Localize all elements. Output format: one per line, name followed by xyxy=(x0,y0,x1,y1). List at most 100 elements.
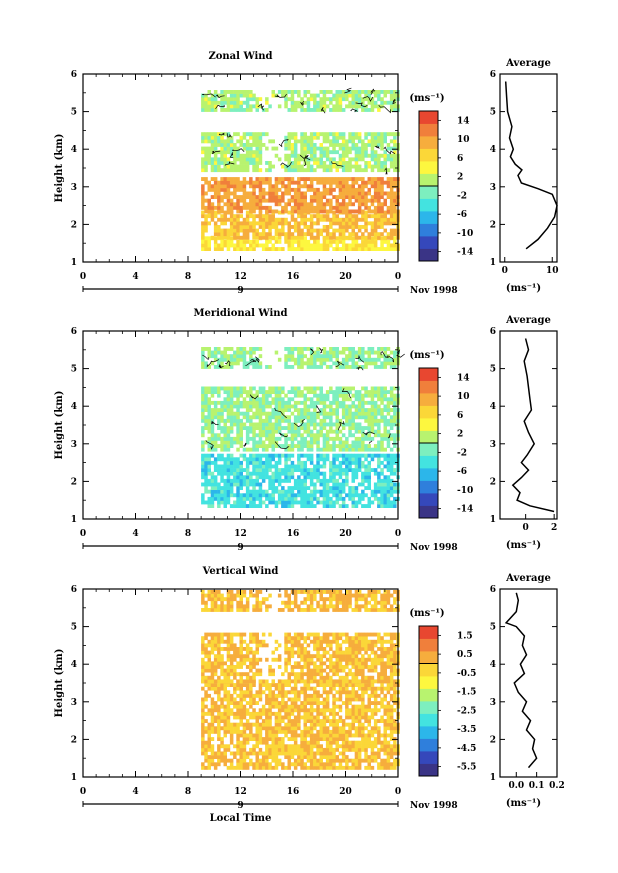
heatmap-cell xyxy=(393,400,397,405)
heatmap-cell xyxy=(252,697,256,702)
contour-line xyxy=(216,94,225,99)
heatmap-cell xyxy=(226,180,231,185)
heatmap-cell xyxy=(300,153,304,158)
heatmap-cell xyxy=(386,747,391,752)
heatmap-cell xyxy=(290,195,295,199)
heatmap-cell xyxy=(268,475,272,480)
heatmap-cell xyxy=(325,232,330,237)
heatmap-cell xyxy=(271,704,275,709)
heatmap-cell xyxy=(319,411,323,416)
y-tick-label: 5 xyxy=(71,365,77,375)
heatmap-cell xyxy=(319,765,323,770)
heatmap-cell xyxy=(287,493,291,498)
heatmap-cell xyxy=(290,386,295,391)
heatmap-cell xyxy=(258,354,263,359)
heatmap-cell xyxy=(345,722,349,727)
heatmap-cell xyxy=(229,225,234,229)
heatmap-cell xyxy=(255,765,259,770)
heatmap-cell xyxy=(322,411,327,416)
heatmap-cell xyxy=(351,104,355,109)
heatmap-cell xyxy=(329,139,333,144)
heatmap-cell xyxy=(213,191,218,196)
heatmap-cell xyxy=(300,354,304,359)
heatmap-cell xyxy=(274,422,279,427)
heatmap-cell xyxy=(274,247,279,251)
heatmap-cell xyxy=(313,157,317,162)
heatmap-cell xyxy=(207,747,211,752)
heatmap-cell xyxy=(220,468,224,472)
heatmap-cell xyxy=(217,722,221,727)
heatmap-cell xyxy=(245,228,250,233)
heatmap-cell xyxy=(373,191,378,196)
heatmap-cell xyxy=(284,747,288,752)
heatmap-cell xyxy=(389,217,394,222)
heatmap-cell xyxy=(258,217,263,222)
heatmap-cell xyxy=(313,350,317,355)
heatmap-cell xyxy=(229,737,234,741)
heatmap-cell xyxy=(367,191,371,196)
heatmap-cell xyxy=(373,468,378,472)
heatmap-cell xyxy=(293,221,298,226)
heatmap-cell xyxy=(329,408,333,412)
heatmap-cell xyxy=(287,347,291,351)
heatmap-cell xyxy=(348,444,352,448)
heatmap-cell xyxy=(274,489,279,494)
heatmap-cell xyxy=(303,453,307,458)
heatmap-cell xyxy=(386,429,391,434)
heatmap-cell xyxy=(236,361,240,366)
heatmap-cell xyxy=(258,184,263,189)
heatmap-cell xyxy=(389,729,394,734)
heatmap-cell xyxy=(265,765,269,770)
contour-line xyxy=(387,433,391,439)
heatmap-cell xyxy=(207,457,211,462)
heatmap-cell xyxy=(290,205,295,210)
heatmap-cell xyxy=(329,232,333,237)
heatmap-cell xyxy=(357,135,362,140)
heatmap-cell xyxy=(293,191,298,196)
heatmap-cell xyxy=(361,475,365,480)
heatmap-cell xyxy=(204,146,208,151)
heatmap-cell xyxy=(357,157,362,162)
heatmap-cell xyxy=(383,217,387,222)
heatmap-cell xyxy=(201,404,205,409)
heatmap-cell xyxy=(306,168,311,173)
heatmap-cell xyxy=(245,221,250,226)
heatmap-cell xyxy=(229,444,234,448)
heatmap-cell xyxy=(217,228,221,233)
heatmap-cell xyxy=(325,504,330,508)
heatmap-cell xyxy=(281,701,285,705)
heatmap-cell xyxy=(370,195,375,199)
heatmap-cell xyxy=(332,97,336,102)
heatmap-cell xyxy=(335,478,339,483)
heatmap-cell xyxy=(229,164,234,169)
heatmap-cell xyxy=(386,755,391,759)
heatmap-cell xyxy=(249,704,253,709)
heatmap-cell xyxy=(245,493,250,498)
heatmap-cell xyxy=(351,493,355,498)
heatmap-cell xyxy=(236,390,240,394)
heatmap-cell xyxy=(245,711,250,716)
heatmap-cell xyxy=(226,239,231,244)
heatmap-cell xyxy=(322,460,327,465)
heatmap-cell xyxy=(277,239,282,244)
heatmap-cell xyxy=(290,711,295,716)
heatmap-cell xyxy=(377,202,381,207)
heatmap-cell xyxy=(351,184,355,189)
heatmap-cell xyxy=(210,97,215,102)
heatmap-cell xyxy=(245,164,250,169)
heatmap-cell xyxy=(281,444,285,448)
heatmap-cell xyxy=(245,765,250,770)
heatmap-cell xyxy=(210,205,215,210)
heatmap-cell xyxy=(239,758,243,763)
heatmap-cell xyxy=(249,90,253,94)
heatmap-cell xyxy=(297,187,301,192)
heatmap-cell xyxy=(383,737,387,741)
heatmap-cell xyxy=(249,478,253,483)
heatmap-cell xyxy=(303,239,307,244)
heatmap-cell xyxy=(357,758,362,763)
heatmap-cell xyxy=(201,433,205,438)
heatmap-cell xyxy=(393,722,397,727)
heatmap-cell xyxy=(236,701,240,705)
heatmap-cell xyxy=(316,221,320,226)
heatmap-cell xyxy=(245,708,250,713)
